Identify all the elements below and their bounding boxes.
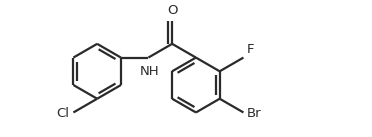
Text: NH: NH — [140, 65, 160, 78]
Text: O: O — [167, 4, 177, 17]
Text: F: F — [246, 43, 254, 56]
Text: Cl: Cl — [56, 107, 69, 120]
Text: Br: Br — [247, 107, 262, 120]
